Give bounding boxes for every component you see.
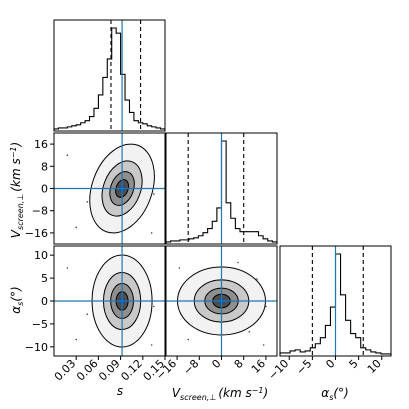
sample-point [66,154,69,156]
ytick-label-v-2: 0 [41,183,48,196]
hist-v [165,132,278,245]
ytick-label-v-4: 16 [34,138,48,151]
sample-point [75,226,77,229]
sample-point [86,201,89,203]
ytick-label-a-3: 5 [41,272,48,285]
xlabel-vscreen: Vscreen,⊥ (km s−1) [172,386,268,402]
hist-step-s [53,27,166,131]
sample-point [248,331,251,333]
ytick-label-v-1: −8 [32,205,48,218]
hist-a [279,245,392,357]
ytick-label-a-0: −10 [25,341,48,354]
sample-point [153,305,155,308]
sample-point [256,278,258,280]
ytick-label-a-4: 10 [34,249,48,262]
xlabel-s: s [117,384,123,398]
ytick-label-v-0: −16 [25,227,48,240]
sample-point [86,313,89,316]
hist-s [53,19,166,132]
contour-panel-s-v [53,132,166,245]
ytick-label-a-1: −5 [32,318,48,331]
xtick-label-v-1: −8 [181,357,202,378]
sample-point [262,344,265,346]
ylabel-vscreen: Vscreen,⊥(km s−1) [9,142,25,238]
xtick-label-a-1: −5 [294,357,315,378]
sample-point [75,338,77,341]
ytick-label-v-3: 8 [41,160,48,173]
panel-frame-s [53,19,166,132]
sample-point [178,267,181,269]
xtick-label-a-4: 10 [365,357,384,376]
xtick-label-s-3: 0.12 [118,357,145,384]
panel-frame-v [165,132,278,245]
xtick-label-s-0: 0.03 [52,357,79,384]
sample-point [187,338,189,341]
contour-panel-v-a [165,245,278,357]
sample-point [153,193,155,195]
ylabel-alpha: αs(°) [9,286,25,313]
xtick-label-a-0: −10 [266,357,292,383]
xtick-label-s-2: 0.09 [96,357,123,384]
xlabel-alpha: αs(°) [321,386,348,402]
sample-point [150,344,153,346]
contour-panel-s-a [53,245,166,357]
ytick-label-a-2: 0 [41,295,48,308]
sample-point [237,261,239,264]
sample-point [66,267,69,269]
sample-point [150,232,153,234]
xtick-label-s-1: 0.06 [74,357,101,384]
